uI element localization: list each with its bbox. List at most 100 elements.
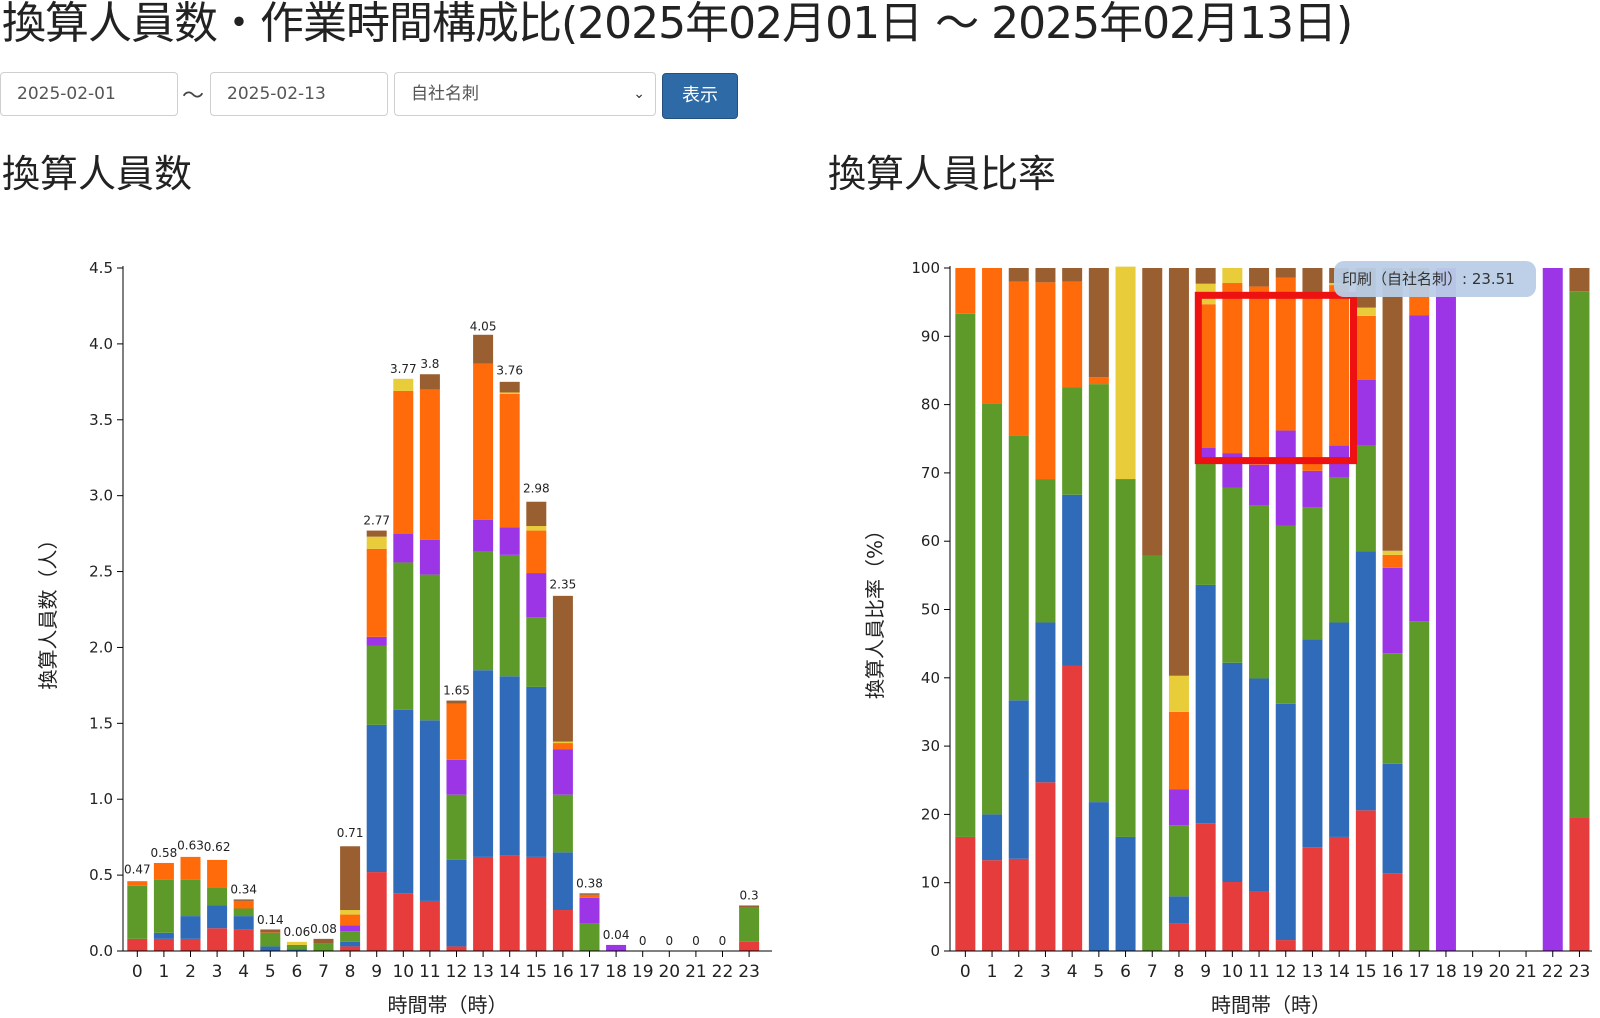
data-label-2: 0.63 [177,838,204,852]
bar-segment-11-red [1249,891,1270,951]
bar-segment-7-brown [1142,268,1163,556]
bar-segment-11-purple [1249,464,1270,506]
bar-segment-8-green [340,931,361,942]
bar-segment-16-brown [552,595,573,742]
bar-segment-9-green [366,645,387,725]
bar-segment-16-brown [1382,268,1403,551]
data-label-5: 0.14 [257,913,284,927]
bar-segment-11-brown [419,374,440,390]
x-tick-label-11: 11 [419,962,441,982]
bar-segment-14-yellow [499,392,520,394]
x-tick-label-7: 7 [1147,962,1158,982]
data-label-13: 4.05 [470,319,497,333]
bar-segment-16-blue [552,852,573,911]
x-tick-label-16: 16 [1382,962,1404,982]
category-select[interactable]: 自社名刺 ⌄ [394,72,656,116]
bar-segment-1-orange [153,862,174,880]
bar-segment-13-purple [473,519,494,552]
bar-segment-23-green [1569,291,1590,818]
bar-segment-0-green [127,885,148,939]
bar-segment-8-red [340,946,361,951]
bar-segment-10-green [1222,487,1243,663]
bar-segment-16-green [552,794,573,853]
data-label-22: 0 [719,934,727,948]
bar-segment-8-brown [340,846,361,911]
bar-segment-16-red [1382,873,1403,951]
start-date-input[interactable]: 2025-02-01 [0,72,178,116]
data-label-4: 0.34 [230,882,257,896]
data-label-7: 0.08 [310,922,337,936]
y-tick-label: 40 [921,669,940,687]
x-tick-label-4: 4 [238,962,249,982]
bar-segment-8-blue [340,941,361,947]
bar-segment-15-green [1355,445,1376,552]
data-label-23: 0.3 [740,888,759,902]
bar-segment-8-yellow [1168,675,1189,712]
x-tick-label-1: 1 [987,962,998,982]
data-label-19: 0 [639,934,647,948]
bar-segment-3-orange [207,859,228,888]
y-tick-label: 1.0 [89,790,113,808]
bar-segment-16-orange [552,743,573,750]
x-tick-label-7: 7 [318,962,329,982]
bar-segment-2-orange [1008,281,1029,436]
bar-segment-13-red [1302,847,1323,951]
bar-segment-8-brown [1168,268,1189,676]
show-button[interactable]: 表示 [662,73,738,119]
bar-segment-15-purple [1355,380,1376,446]
x-tick-label-16: 16 [552,962,574,982]
x-tick-label-8: 8 [1174,962,1185,982]
bar-segment-3-brown [1035,268,1056,283]
bar-segment-10-orange [393,390,414,534]
bar-segment-5-brown [1088,268,1109,378]
chevron-down-icon: ⌄ [633,86,645,102]
bar-segment-23-brown [1569,268,1590,292]
bar-segment-11-red [419,900,440,951]
bar-segment-16-green [1382,653,1403,764]
bar-segment-9-blue [366,724,387,873]
bar-segment-17-green [579,923,600,951]
bar-segment-3-red [1035,782,1056,951]
bar-segment-4-orange [233,900,254,909]
x-tick-label-12: 12 [446,962,468,982]
bar-segment-14-blue [1329,622,1350,837]
bar-segment-12-green [446,794,467,860]
x-tick-label-13: 13 [472,962,494,982]
y-tick-label: 0.5 [89,866,113,884]
bar-segment-9-red [1195,823,1216,951]
bar-segment-17-green [1409,621,1430,951]
bar-segment-12-purple [1275,430,1296,526]
bar-segment-15-yellow [1355,307,1376,316]
bar-segment-11-green [1249,505,1270,679]
bar-segment-4-blue [233,916,254,930]
data-label-1: 0.58 [151,846,178,860]
bar-segment-15-purple [526,573,547,618]
x-tick-label-22: 22 [712,962,734,982]
bar-segment-9-red [366,872,387,951]
bar-segment-6-yellow [286,941,307,945]
y-tick-label: 4.0 [89,335,113,353]
y-tick-label: 3.5 [89,411,113,429]
y-tick-label: 0.0 [89,942,113,960]
x-tick-label-11: 11 [1248,962,1270,982]
bar-segment-16-yellow [552,741,573,744]
bar-segment-12-red [446,946,467,951]
bar-segment-13-orange [473,363,494,520]
x-tick-label-13: 13 [1302,962,1324,982]
x-tick-label-10: 10 [1222,962,1244,982]
x-tick-label-15: 15 [1355,962,1377,982]
x-tick-label-23: 23 [738,962,760,982]
bar-segment-6-blue [1115,836,1136,951]
x-tick-label-10: 10 [392,962,414,982]
y-tick-label: 4.5 [89,259,113,277]
bar-segment-11-green [419,574,440,721]
bar-segment-23-brown [739,905,760,907]
bar-segment-8-yellow [340,910,361,915]
highlight-box [1194,291,1358,465]
bar-segment-4-brown [1062,268,1083,282]
bar-segment-13-orange [1302,298,1323,471]
end-date-input[interactable]: 2025-02-13 [210,72,388,116]
bar-segment-13-purple [1302,470,1323,508]
bar-segment-0-green [955,313,976,837]
bar-segment-3-green [1035,479,1056,623]
